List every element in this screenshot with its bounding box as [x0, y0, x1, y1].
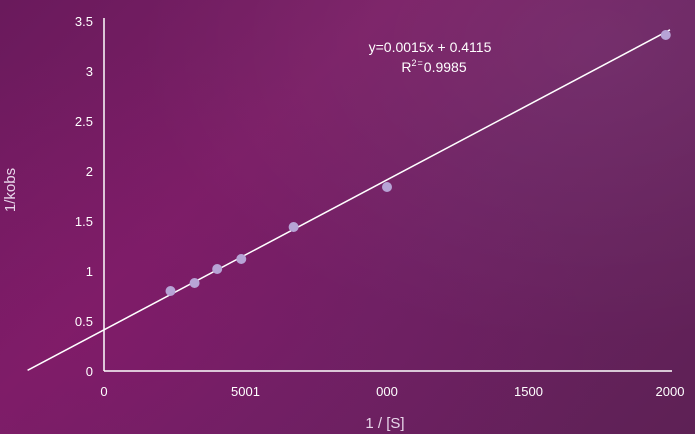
- y-tick-label-4: 1.5: [75, 214, 93, 229]
- x-tick-label-1: 0: [100, 384, 107, 399]
- trendline: [27, 29, 671, 372]
- data-point-1: [165, 286, 176, 296]
- x-tick-label-5: 2000: [656, 384, 685, 399]
- data-point-4: [236, 254, 247, 264]
- data-point-5: [288, 222, 299, 232]
- y-tick-label-7: 3: [86, 64, 93, 79]
- y-tick-label-2: 0.5: [75, 314, 93, 329]
- data-point-7: [660, 30, 671, 40]
- r-squared-equals: =: [418, 58, 423, 68]
- y-axis-label: 1/kobs: [2, 168, 19, 212]
- points-group: [165, 30, 671, 296]
- r-squared-superscript: 2: [412, 58, 417, 68]
- axes: [103, 18, 672, 372]
- y-tick-label-3: 1: [86, 264, 93, 279]
- trendline-equation: y=0.0015x + 0.4115: [369, 39, 492, 55]
- r-squared-prefix: R: [401, 59, 411, 75]
- data-point-3: [212, 264, 223, 274]
- y-tick-label-8: 3.5: [75, 14, 93, 29]
- x-tick-label-2: 5001: [231, 384, 260, 399]
- x-tick-label-3: 000: [376, 384, 398, 399]
- y-tick-labels: 0 0.5 1 1.5 2 2.5 3 3.5: [75, 14, 93, 379]
- r-squared: R2=0.9985: [401, 58, 466, 75]
- trendline-group: [27, 29, 671, 372]
- r-squared-value: 0.9985: [424, 59, 467, 75]
- y-tick-label-5: 2: [86, 164, 93, 179]
- data-point-2: [189, 278, 200, 288]
- y-tick-label-1: 0: [86, 364, 93, 379]
- data-point-6: [382, 182, 392, 192]
- y-tick-label-6: 2.5: [75, 114, 93, 129]
- x-tick-label-4: 1500: [514, 384, 543, 399]
- x-tick-labels: 0 5001 000 1500 2000: [100, 384, 684, 399]
- x-axis-label: 1 / [S]: [365, 415, 404, 432]
